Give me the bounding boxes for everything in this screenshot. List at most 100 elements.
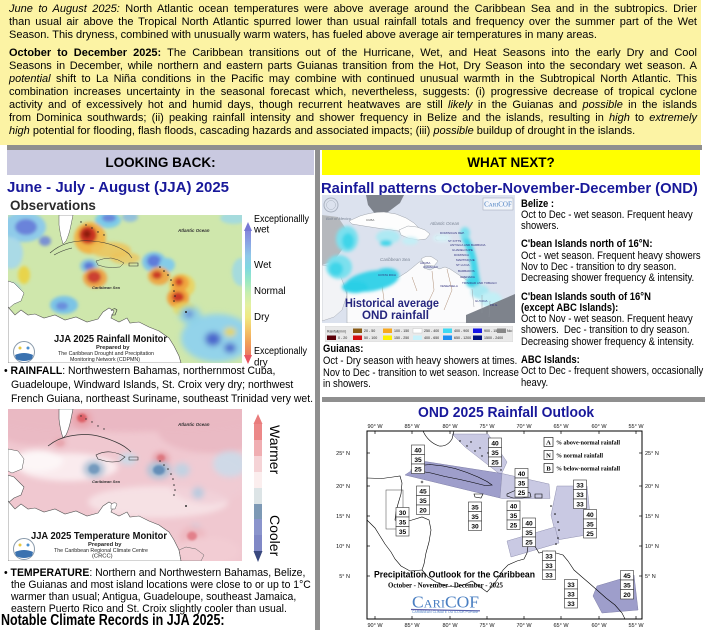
svg-text:Caribbean Sea: Caribbean Sea: [92, 479, 121, 484]
svg-text:35: 35: [623, 583, 631, 590]
svg-text:150 - 250: 150 - 250: [394, 336, 409, 340]
svg-text:20 - 50: 20 - 50: [364, 329, 375, 333]
svg-text:25: 25: [414, 467, 422, 474]
svg-text:25: 25: [510, 523, 518, 530]
svg-text:25: 25: [491, 460, 499, 467]
svg-text:30: 30: [399, 510, 407, 517]
svg-text:CARICOF: CARICOF: [412, 593, 479, 612]
svg-text:75° W: 75° W: [479, 623, 495, 629]
svg-text:October - November - December: October - November - December - 2025: [388, 581, 503, 590]
svg-text:20° N: 20° N: [336, 484, 350, 490]
svg-text:ANTIGUA AND BARBUDA: ANTIGUA AND BARBUDA: [450, 243, 486, 247]
svg-text:Prepared by: Prepared by: [88, 542, 122, 548]
svg-text:wet: wet: [253, 225, 270, 236]
svg-text:GUYANA: GUYANA: [475, 299, 487, 303]
svg-text:% normal rainfall: % normal rainfall: [556, 454, 603, 460]
svg-text:Wet: Wet: [254, 260, 272, 271]
svg-text:Warmer: Warmer: [267, 425, 283, 475]
svg-text:Rainfall(mm): Rainfall(mm): [327, 330, 346, 334]
svg-text:80° W: 80° W: [442, 623, 458, 629]
svg-text:10° N: 10° N: [645, 544, 659, 550]
svg-text:JJA 2025 Temperature Monitor: JJA 2025 Temperature Monitor: [31, 530, 167, 542]
svg-text:GUADELOUPE: GUADELOUPE: [452, 248, 473, 252]
svg-text:CUBA: CUBA: [366, 218, 374, 222]
svg-text:35: 35: [399, 520, 407, 527]
svg-text:50 - 100: 50 - 100: [364, 336, 377, 340]
svg-text:% above-normal rainfall: % above-normal rainfall: [556, 441, 620, 447]
svg-text:Caribbean Sea: Caribbean Sea: [92, 285, 121, 290]
svg-text:dry: dry: [254, 358, 268, 369]
svg-text:Exceptionallly: Exceptionallly: [254, 214, 309, 225]
svg-text:70° W: 70° W: [516, 623, 532, 629]
svg-text:CARICOF: CARICOF: [484, 201, 512, 209]
svg-text:CARIBBEAN CLIMATE OUTLOOK FORU: CARIBBEAN CLIMATE OUTLOOK FORUM: [412, 610, 478, 614]
svg-text:35: 35: [510, 513, 518, 520]
svg-text:33: 33: [576, 492, 584, 499]
svg-text:33: 33: [545, 563, 553, 570]
svg-text:% below-normal rainfall: % below-normal rainfall: [556, 467, 620, 473]
svg-text:400 - 650: 400 - 650: [424, 336, 439, 340]
svg-text:70° W: 70° W: [516, 424, 532, 430]
svg-text:25° N: 25° N: [336, 451, 350, 457]
svg-text:55° W: 55° W: [628, 623, 644, 629]
svg-text:BARBADOS: BARBADOS: [458, 269, 475, 273]
svg-text:35: 35: [471, 505, 479, 512]
svg-text:40: 40: [586, 512, 594, 519]
svg-text:Atlantic Ocean: Atlantic Ocean: [429, 221, 460, 226]
svg-text:25: 25: [525, 540, 533, 547]
svg-text:55° W: 55° W: [628, 424, 644, 430]
svg-text:15° N: 15° N: [336, 514, 350, 520]
svg-text:20: 20: [419, 508, 427, 515]
svg-text:GRENADA: GRENADA: [460, 275, 475, 279]
svg-text:15° N: 15° N: [645, 514, 659, 520]
svg-text:B: B: [546, 466, 551, 473]
svg-text:40: 40: [518, 471, 526, 478]
svg-text:1500 - 2400: 1500 - 2400: [484, 336, 503, 340]
svg-text:30: 30: [471, 524, 479, 531]
svg-text:TRINIDAD AND TOBAGO: TRINIDAD AND TOBAGO: [462, 281, 497, 285]
svg-text:No Data: No Data: [507, 329, 513, 333]
svg-text:ARUBA: ARUBA: [420, 261, 430, 265]
svg-text:ST LUCIA: ST LUCIA: [456, 263, 469, 267]
svg-text:Prepared by: Prepared by: [96, 345, 130, 351]
svg-text:40: 40: [525, 521, 533, 528]
svg-text:33: 33: [576, 483, 584, 490]
svg-text:35: 35: [414, 457, 422, 464]
svg-text:A: A: [546, 440, 551, 447]
svg-text:85° W: 85° W: [404, 623, 420, 629]
svg-text:Atlantic Ocean: Atlantic Ocean: [177, 228, 210, 233]
svg-text:35: 35: [525, 530, 533, 537]
svg-text:65° W: 65° W: [553, 623, 569, 629]
svg-text:Dry: Dry: [254, 312, 269, 323]
svg-text:75° W: 75° W: [479, 424, 495, 430]
svg-text:40: 40: [491, 441, 499, 448]
svg-text:25: 25: [586, 531, 594, 538]
svg-text:35: 35: [471, 514, 479, 521]
svg-text:45: 45: [623, 573, 631, 580]
svg-text:65° W: 65° W: [553, 424, 569, 430]
svg-text:60° W: 60° W: [591, 424, 607, 430]
svg-text:60° W: 60° W: [591, 623, 607, 629]
svg-text:VENEZUELA: VENEZUELA: [440, 284, 458, 288]
svg-text:Bulf of Mexico: Bulf of Mexico: [326, 216, 352, 221]
svg-text:DOMINICA: DOMINICA: [454, 253, 469, 257]
svg-text:(CRCC): (CRCC): [92, 554, 113, 560]
svg-text:5° N: 5° N: [339, 574, 350, 580]
svg-text:Precipitation Outlook for the: Precipitation Outlook for the Caribbean: [374, 570, 535, 580]
svg-text:N: N: [546, 453, 551, 460]
svg-text:Cooler: Cooler: [267, 515, 283, 557]
svg-text:33: 33: [567, 592, 575, 599]
svg-text:400 - 900: 400 - 900: [454, 329, 469, 333]
svg-text:CURACAO: CURACAO: [423, 265, 439, 269]
svg-text:33: 33: [545, 573, 553, 580]
svg-text:45: 45: [419, 489, 427, 496]
svg-text:20° N: 20° N: [645, 484, 659, 490]
svg-text:JJA 2025 Rainfall Monitor: JJA 2025 Rainfall Monitor: [54, 333, 167, 345]
svg-text:MARTINIQUE: MARTINIQUE: [456, 258, 475, 262]
svg-text:250 - 400: 250 - 400: [424, 329, 439, 333]
svg-text:20: 20: [623, 592, 631, 599]
svg-text:Historical average: Historical average: [345, 298, 439, 310]
svg-text:Normal: Normal: [254, 286, 286, 297]
svg-text:35: 35: [586, 522, 594, 529]
svg-text:Exceptionally: Exceptionally: [254, 346, 307, 357]
